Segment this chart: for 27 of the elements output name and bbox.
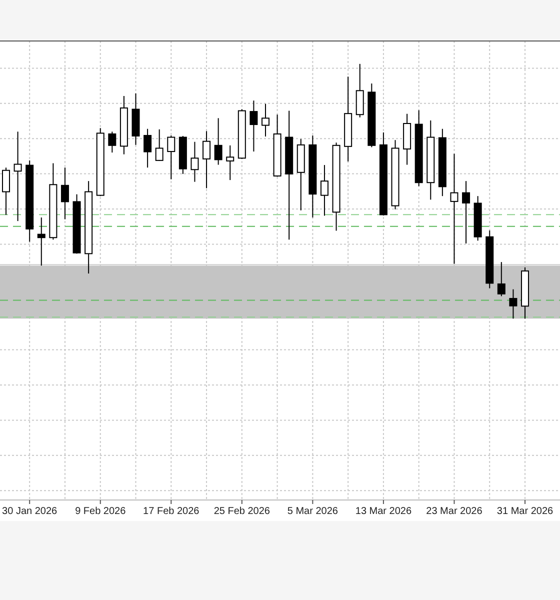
candlestick (108, 131, 116, 154)
x-tick-label: 31 Mar 2026 (496, 506, 554, 518)
x-tick-label: 30 Jan 2026 (2, 506, 58, 518)
x-tick-label: 23 Mar 2026 (426, 506, 483, 518)
x-tick-label: 9 Feb 2026 (75, 506, 126, 518)
x-tick-label: 17 Feb 2026 (143, 506, 200, 518)
candlestick (450, 153, 458, 264)
candlestick (202, 130, 211, 189)
candlestick (356, 63, 364, 118)
x-tick-label: 13 Mar 2026 (355, 506, 412, 518)
candlestick (37, 216, 46, 266)
candlestick (155, 128, 164, 162)
candlestick (14, 131, 22, 222)
candlestick (497, 262, 506, 297)
candlestick (250, 100, 258, 152)
candlestick (167, 134, 176, 180)
x-tick-label: 5 Mar 2026 (287, 506, 338, 518)
candlestick (226, 144, 234, 181)
candlestick (509, 288, 518, 320)
candlestick (214, 118, 222, 166)
candlestick (462, 180, 470, 244)
candlestick (262, 103, 270, 137)
x-tick-label: 25 Feb 2026 (214, 506, 270, 518)
candlestick (144, 128, 152, 168)
candlestick (190, 141, 199, 182)
candlestick (320, 164, 328, 216)
candlestick (60, 167, 69, 220)
